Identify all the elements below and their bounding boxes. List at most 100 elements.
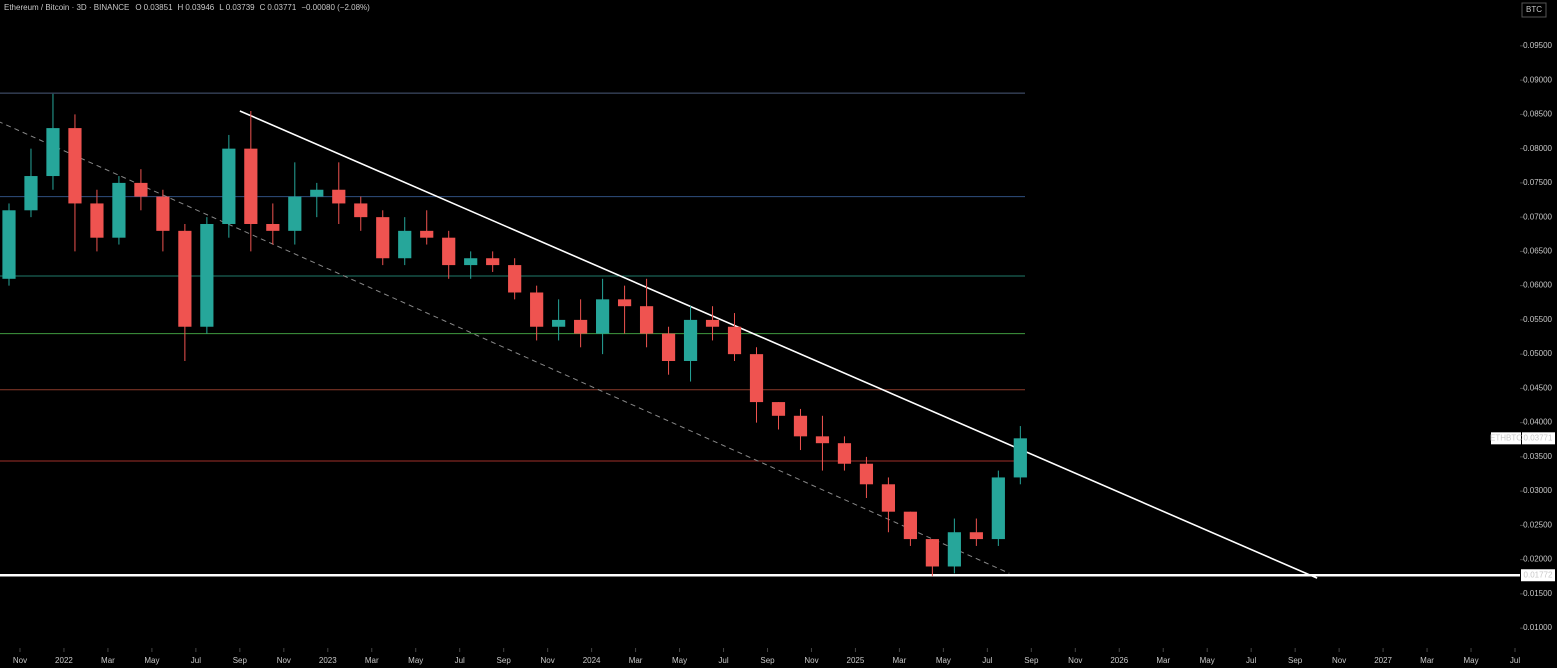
x-tick-label: Mar [101,656,115,665]
x-tick-label: Sep [497,656,512,665]
y-tick-label: 0.02500 [1523,520,1552,529]
y-tick-label: 0.01500 [1523,589,1552,598]
y-tick-label: 0.04500 [1523,383,1552,392]
x-tick-label: Sep [233,656,248,665]
x-tick-label: 2026 [1110,656,1128,665]
candle-body [244,148,258,224]
x-tick-label: May [936,656,951,665]
x-tick-label: Mar [629,656,643,665]
x-tick-label: 2024 [583,656,601,665]
candle-body [398,230,412,259]
x-tick-label: May [144,656,159,665]
candle-body [464,258,478,266]
x-tick-label: Jul [718,656,728,665]
candle-body [661,333,676,361]
x-tick-label: Sep [1288,656,1303,665]
y-tick-label: 0.01000 [1523,623,1552,632]
last-price-name: ETHBTC [1490,433,1522,442]
x-tick-label: Nov [804,656,818,665]
candle-body [420,230,434,238]
y-tick-label: 0.03000 [1523,486,1552,495]
candle-body [354,203,368,218]
candle-body [991,477,1005,540]
candle-body [310,189,324,197]
x-tick-label: Jul [1510,656,1520,665]
candle-body [727,326,742,355]
x-tick-label: Mar [893,656,907,665]
x-tick-label: Nov [13,656,27,665]
candle-body [837,443,852,464]
candle-body [617,299,632,307]
x-tick-label: Nov [1332,656,1346,665]
x-tick-label: Jul [982,656,992,665]
x-tick-label: May [672,656,687,665]
change: −0.00080 (−2.08%) [301,3,370,12]
ohlc-label: O [135,3,141,12]
x-tick-label: May [1463,656,1478,665]
currency: BTC [1526,5,1542,14]
ohlc-label: H [178,3,184,12]
x-tick-label: Mar [365,656,379,665]
candle-body [2,210,16,279]
candle-body [178,230,192,327]
ohlc-label: L [219,3,224,12]
candle-body [1013,438,1027,478]
x-tick-label: Jul [191,656,201,665]
symbol: Ethereum / Bitcoin · 3D · BINANCE [4,3,129,12]
x-tick-label: 2025 [847,656,865,665]
y-tick-label: 0.05500 [1523,315,1552,324]
y-tick-label: 0.06000 [1523,281,1552,290]
candle-body [683,319,698,361]
last-price-name-box [1491,432,1521,445]
candle-body [903,511,917,540]
candle-body [574,319,588,334]
candle-body [90,203,104,238]
candle-body [925,539,939,567]
candle-body [508,265,522,293]
y-tick-label: 0.08500 [1523,110,1552,119]
candle-body [222,148,236,224]
candle-body [947,532,961,567]
x-tick-label: Sep [1024,656,1039,665]
candle-body [530,292,544,327]
trendline [239,110,1318,579]
ohlc-label: C [260,3,266,12]
candle-body [705,319,720,327]
candle-body [156,196,170,231]
candle-body [639,306,654,334]
candle-body [859,463,874,485]
x-tick-label: Sep [760,656,775,665]
ohlc-value: 0.03739 [226,3,255,12]
ohlc-value: 0.03771 [267,3,296,12]
x-tick-label: Nov [541,656,555,665]
y-tick-label: 0.09500 [1523,41,1552,50]
x-tick-label: Nov [277,656,291,665]
candle-body [288,196,302,231]
price-label-box [1521,569,1555,582]
candle-body [24,176,38,211]
candle-body [46,128,60,177]
y-tick-label: 0.08000 [1523,144,1552,153]
ohlc-value: 0.03851 [144,3,173,12]
y-tick-label: 0.03500 [1523,452,1552,461]
y-tick-label: 0.02000 [1523,555,1552,564]
candle-body [771,402,786,416]
candle-body [815,436,830,444]
y-tick-label: 0.07000 [1523,212,1552,221]
currency-box [1521,2,1547,18]
header: Ethereum / Bitcoin · 3D · BINANCE O 0.0385… [4,3,370,12]
x-tick-label: 2023 [319,656,337,665]
candle-body [68,128,82,204]
candle-body [881,484,896,512]
x-tick-label: 2027 [1374,656,1392,665]
last-price-value: 0.03771 [1524,433,1553,442]
x-tick-label: Nov [1068,656,1082,665]
last-price-box [1522,432,1555,445]
candle-body [969,532,983,540]
y-tick-label: 0.06500 [1523,247,1552,256]
x-tick-label: May [408,656,423,665]
y-tick-label: 0.09000 [1523,75,1552,84]
candle-body [486,258,500,266]
y-tick-label: 0.05000 [1523,349,1552,358]
candle-body [596,299,610,334]
